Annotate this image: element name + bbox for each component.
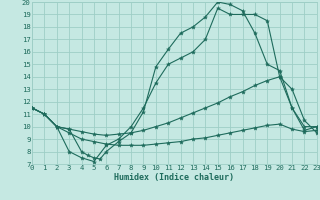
- X-axis label: Humidex (Indice chaleur): Humidex (Indice chaleur): [115, 173, 234, 182]
